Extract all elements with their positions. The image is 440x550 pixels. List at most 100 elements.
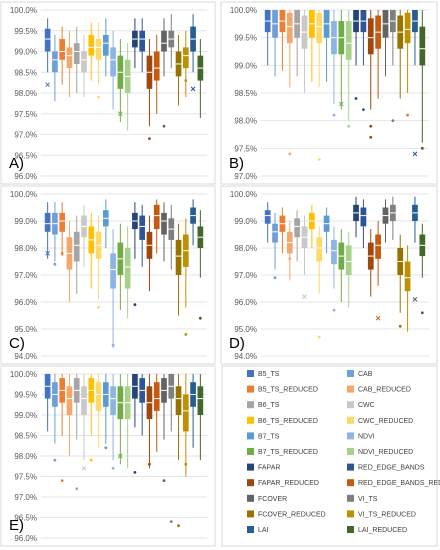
box-body	[153, 382, 160, 411]
legend-label: B7_TS_REDUCED	[258, 449, 318, 456]
legend-label: B5_TS	[258, 371, 280, 378]
box-body	[345, 245, 352, 275]
outlier-point	[53, 458, 57, 462]
box-body	[316, 12, 323, 44]
box-fapar-reduced	[367, 10, 374, 110]
box-fapar	[132, 374, 138, 428]
legend-label: B6_TS_REDUCED	[258, 418, 318, 425]
y-tick-label: 97.5%	[14, 473, 37, 482]
box-body	[360, 207, 367, 227]
legend-frame	[221, 365, 438, 547]
box-body	[419, 26, 426, 66]
box-ndvi-reduced	[345, 231, 352, 308]
box-ndvi	[110, 374, 116, 461]
outlier-point	[412, 296, 418, 302]
box-body	[73, 43, 80, 64]
box-vi-ts-reduced	[182, 30, 189, 98]
outlier-point	[111, 466, 115, 470]
box-body	[294, 218, 301, 238]
legend-label: FAPAR	[258, 465, 280, 472]
box-b5-ts-reduced	[59, 202, 66, 257]
y-tick-label: 98.5%	[14, 68, 37, 77]
box-fcover	[161, 202, 167, 262]
outlier-point	[317, 335, 321, 339]
y-tick-label: 98.0%	[14, 89, 37, 98]
outlier-point	[184, 333, 188, 336]
box-body	[404, 12, 411, 44]
box-b5-ts	[44, 202, 51, 259]
box-body	[316, 237, 323, 262]
box-cwc-reduced	[316, 226, 323, 294]
outlier-point	[118, 111, 123, 117]
outlier-point	[362, 108, 365, 111]
outlier-point	[75, 487, 79, 491]
outlier-point	[184, 79, 188, 82]
legend-label: NDVI	[358, 433, 375, 440]
box-body	[286, 12, 293, 44]
box-fapar	[353, 196, 359, 238]
box-b6-ts	[73, 26, 80, 93]
box-b7-ts-reduced	[117, 39, 124, 123]
box-cab	[272, 212, 278, 270]
outlier-point	[420, 311, 424, 315]
y-tick-label: 96.0%	[14, 534, 37, 543]
legend-label: B5_TS_REDUCED	[258, 387, 318, 394]
outlier-point	[332, 113, 336, 117]
outlier-point	[60, 252, 64, 255]
panel-e: 96.0% 96.5% 97.0% 97.5% 98.0% 98.5% 99.0% 99.5%…	[0, 365, 216, 547]
box-b6-ts-reduced	[88, 22, 95, 81]
y-tick-label: 95.0%	[14, 325, 37, 334]
legend-swatch	[247, 463, 254, 471]
box-b6-ts-reduced	[88, 374, 95, 436]
outlier-point	[273, 276, 277, 280]
box-fcover	[382, 10, 389, 77]
outlier-point	[302, 294, 307, 299]
box-ndvi	[110, 229, 116, 348]
legend-swatch	[247, 401, 254, 409]
box-body	[88, 34, 95, 56]
box-body	[182, 47, 189, 69]
panel-label: E)	[9, 517, 24, 534]
box-red-edge-bands	[360, 199, 367, 248]
legend-swatch	[347, 432, 354, 440]
outlier-point	[288, 152, 292, 156]
y-tick-label: 99.0%	[14, 48, 37, 57]
legend-swatch	[247, 432, 254, 440]
outlier-point	[97, 95, 100, 99]
box-vi-ts	[168, 14, 175, 69]
y-tick-label: 98.0%	[14, 452, 37, 461]
panel-label: D)	[229, 335, 245, 352]
panel-label: A)	[9, 155, 24, 172]
box-body	[95, 39, 102, 60]
box-vi-ts	[168, 204, 175, 270]
box-body	[102, 34, 109, 56]
box-b6-ts	[73, 374, 80, 440]
y-tick-label: 94.0%	[14, 352, 37, 361]
outlier-point	[184, 462, 188, 466]
box-fcover-reduced	[175, 223, 182, 316]
outlier-point	[81, 465, 87, 471]
outlier-point	[133, 303, 137, 307]
outlier-point	[162, 124, 166, 128]
legend-label: FCOVER_REDUCED	[258, 511, 326, 518]
outlier-point	[162, 479, 166, 482]
y-tick-label: 99.0%	[234, 61, 257, 70]
legend-label: LAI_REDUCED	[358, 527, 407, 534]
y-tick-label: 98.0%	[234, 244, 257, 253]
legend: B5_TS CAB B5_TS_REDUCED CAB_REDUCED B6_TS CWC…	[221, 365, 440, 547]
box-body	[161, 212, 167, 235]
box-ndvi-reduced	[124, 226, 131, 319]
legend-swatch	[247, 448, 254, 455]
box-body	[139, 30, 146, 52]
box-red-edge-bands-reduced	[153, 34, 160, 114]
outlier-point	[288, 257, 292, 261]
box-cab-reduced	[286, 221, 293, 281]
box-cwc	[81, 374, 87, 461]
box-ndvi-reduced	[124, 374, 131, 469]
legend-label: LAI	[258, 527, 269, 534]
outlier-point	[60, 479, 64, 482]
legend-swatch	[347, 416, 354, 424]
box-b6-ts-reduced	[308, 204, 315, 248]
y-tick-label: 99.5%	[14, 391, 37, 400]
box-fapar-reduced	[367, 229, 374, 297]
